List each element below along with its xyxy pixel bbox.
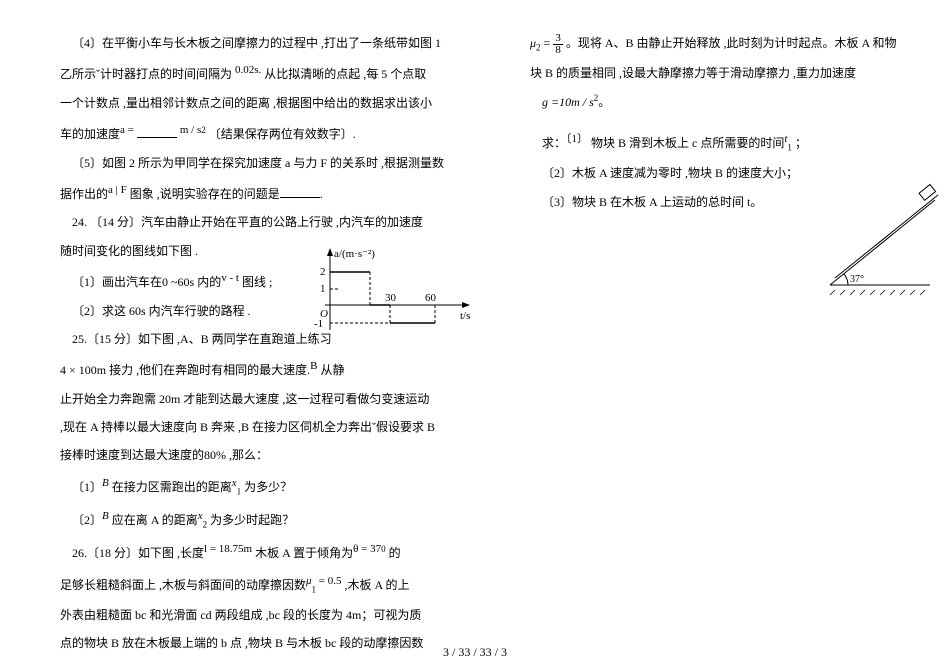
q25-line4: ,现在 A 持棒以最大速度向 B 奔来 ,B 在接力区伺机全力奔出ˇ假设要求 B	[60, 414, 480, 440]
sub: 2	[203, 519, 208, 529]
sup: 2	[201, 125, 206, 135]
page-container: 〔4〕在平衡小车与长木板之间摩擦力的过程中 ,打出了一条纸带如图 1 乙所示ˇ计…	[0, 0, 950, 669]
text: 物块 B 滑到木板上 c 点所需要的时间	[591, 136, 784, 150]
blank-field	[137, 126, 177, 138]
eq: = 0.5	[316, 575, 341, 587]
formula: θ = 37	[353, 543, 381, 555]
formula: a =	[120, 124, 134, 136]
graph-svg: a/(m·s⁻²) t/s 2 1 -1 O 30 60	[300, 245, 480, 340]
text: 80%	[204, 448, 226, 462]
q4-line1: 〔4〕在平衡小车与长木板之间摩擦力的过程中 ,打出了一条纸带如图 1	[60, 30, 480, 56]
var: B	[102, 477, 109, 489]
formula: 0 ~60s	[162, 275, 194, 289]
sub: 1	[237, 486, 242, 496]
q25-sub2: 〔2〕B 应在离 A 的距离x2 为多少时起跑？	[60, 504, 480, 535]
text: 。现将 A、B 由静止开始释放 ,此时刻为计时起点。木板 A 和物	[566, 36, 897, 50]
left-column: 〔4〕在平衡小车与长木板之间摩擦力的过程中 ,打出了一条纸带如图 1 乙所示ˇ计…	[60, 30, 480, 659]
text: 应在离 A 的距离	[112, 513, 198, 527]
r-line2: 块 B 的质量相同 ,设最大静摩擦力等于滑动摩擦力 ,重力加速度	[530, 60, 910, 86]
q4-line3: 一个计数点 ,量出相邻计数点之间的距离 ,根据图中给出的数据求出该小	[60, 90, 480, 116]
text: 车的加速度	[60, 127, 120, 141]
text: 求：	[542, 136, 566, 150]
q26-line1: 26.〔18 分〕如下图 ,长度l = 18.75m 木板 A 置于倾角为θ =…	[60, 537, 480, 566]
fraction: 38	[553, 33, 563, 56]
text: 从比拟清晰的点起 ,每 5 个点取	[264, 67, 426, 81]
r-line3: g =10m / s2。	[530, 89, 910, 115]
q4-line4: 车的加速度a = m / s2 〔结果保存两位有效数字〕.	[60, 118, 480, 147]
q24-line1: 24. 〔14 分〕汽车由静止开始在平直的公路上行驶 ,内汽车的加速度	[60, 209, 480, 235]
at-graph: a/(m·s⁻²) t/s 2 1 -1 O 30 60	[300, 245, 480, 340]
deg: 0	[381, 544, 386, 554]
angle-label: 37°	[850, 274, 864, 285]
xlabel: t/s	[460, 310, 470, 322]
r-q1: 求：〔1〕 物块 B 滑到木板上 c 点所需要的时间t1 ；	[530, 127, 910, 158]
q5-line1: 〔5〕如图 2 所示为甲同学在探究加速度 a 与力 F 的关系时 ,根据测量数	[60, 150, 480, 176]
text: .	[320, 187, 323, 201]
text: 内的	[197, 275, 221, 289]
q4-line2: 乙所示ˇ计时器打点的时间间隔为 0.02s. 从比拟清晰的点起 ,每 5 个点取	[60, 58, 480, 87]
r-line1: μ2 = 38 。现将 A、B 由静止开始释放 ,此时刻为计时起点。木板 A 和…	[530, 30, 910, 58]
formula: 4 × 100m	[60, 363, 106, 377]
text: ；	[795, 136, 807, 150]
q25-sub1: 〔1〕B 在接力区需跑出的距离x1 为多少？	[60, 471, 480, 502]
text: 图线 ;	[242, 275, 272, 289]
right-column: μ2 = 38 。现将 A、B 由静止开始释放 ,此时刻为计时起点。木板 A 和…	[530, 30, 910, 659]
formula: v - t	[221, 272, 239, 284]
text: 为多少时起跑？	[210, 513, 294, 527]
text: 足够长粗糙斜面上 ,木板与斜面间的动摩擦因数	[60, 578, 306, 592]
formula: a | F	[108, 184, 127, 196]
q25-line3: 止开始全力奔跑需 20m 才能到达最大速度 ,这一过程可看做匀变速运动	[60, 386, 480, 412]
text: 据作出的	[60, 187, 108, 201]
text: 〔1〕	[72, 480, 102, 494]
xtick: 30	[385, 292, 397, 304]
blank-field	[280, 186, 320, 198]
text: ,那么：	[226, 448, 268, 462]
eq: =	[541, 36, 554, 50]
text: 木板 A 置于倾角为	[255, 546, 353, 560]
text: 接力 ,他们在奔跑时有相同的最大速度.	[109, 363, 310, 377]
formula: g =10m / s	[542, 95, 594, 109]
formula: l = 18.75m	[204, 543, 252, 555]
text: 〔1〕	[566, 133, 588, 145]
ytick: 2	[320, 266, 326, 278]
text: 为多少？	[244, 480, 292, 494]
q25-line2: 4 × 100m 接力 ,他们在奔跑时有相同的最大速度.B 从静	[60, 354, 480, 383]
xtick: 60	[425, 292, 437, 304]
q25-line5: 接棒时速度到达最大速度的80% ,那么：	[60, 442, 480, 468]
slope-svg: 37°	[820, 170, 940, 300]
text: 〔1〕画出汽车在	[72, 275, 162, 289]
text: ,木板 A 的上	[345, 578, 410, 592]
sub: 1	[787, 142, 792, 152]
q26-line2: 足够长粗糙斜面上 ,木板与斜面间的动摩擦因数μ1 = 0.5 ,木板 A 的上	[60, 569, 480, 600]
text: 。	[598, 95, 610, 109]
text: 图象 ,说明实验存在的问题是	[130, 187, 280, 201]
var: B	[310, 360, 317, 372]
ylabel: a/(m·s⁻²)	[334, 248, 375, 260]
formula: 0.02s.	[235, 64, 261, 76]
incline-diagram: 37°	[820, 170, 940, 300]
var: B	[102, 510, 109, 522]
text: 26.〔18 分〕如下图 ,长度	[72, 546, 204, 560]
denom: 8	[553, 45, 563, 56]
q26-line3: 外表由粗糙面 bc 和光滑面 cd 两段组成 ,bc 段的长度为 4m；可视为质	[60, 602, 480, 628]
numer: 3	[553, 33, 563, 45]
origin: O	[320, 308, 328, 320]
text: 〔2〕	[72, 513, 102, 527]
text: 从静	[320, 363, 344, 377]
text: 〔结果保存两位有效数字〕.	[209, 127, 356, 141]
page-footer: 3 / 33 / 33 / 3	[0, 645, 950, 660]
q5-line2: 据作出的a | F 图象 ,说明实验存在的问题是.	[60, 178, 480, 207]
text: 的	[389, 546, 401, 560]
text: 在接力区需跑出的距离	[112, 480, 232, 494]
ytick: 1	[320, 283, 326, 295]
unit: m / s	[180, 124, 201, 136]
text: 乙所示ˇ计时器打点的时间间隔为	[60, 67, 232, 81]
text: 接棒时速度到达最大速度的	[60, 448, 204, 462]
